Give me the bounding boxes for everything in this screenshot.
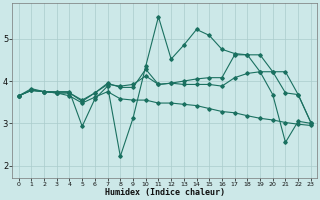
X-axis label: Humidex (Indice chaleur): Humidex (Indice chaleur) [105, 188, 225, 197]
